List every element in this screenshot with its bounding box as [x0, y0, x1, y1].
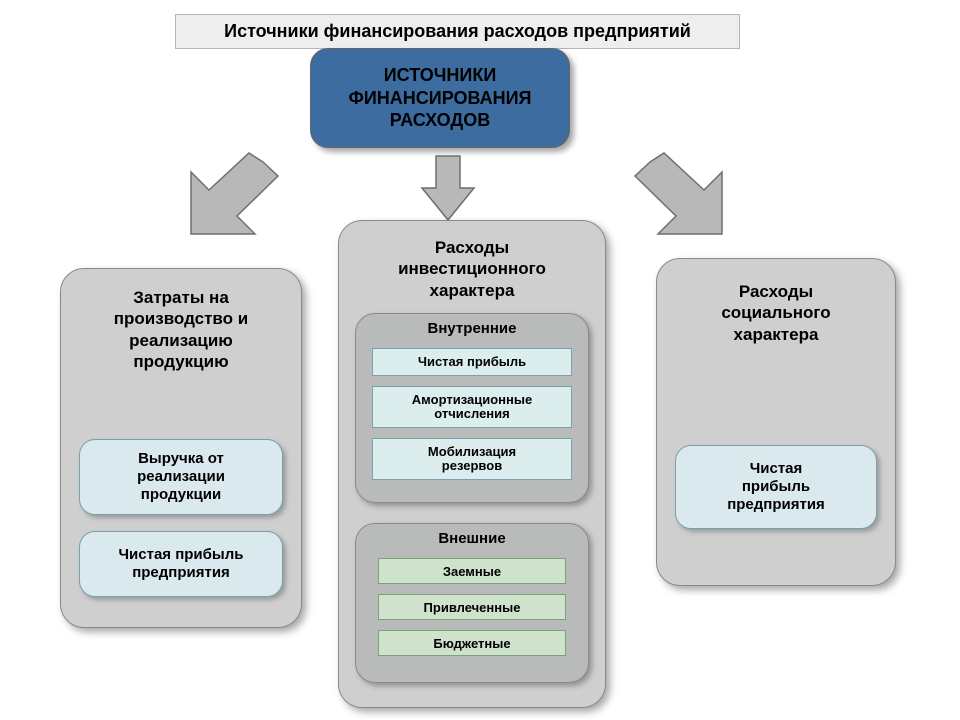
- internal-item-2: Мобилизация резервов: [372, 438, 572, 480]
- center-panel-title: Расходы инвестиционного характера: [349, 237, 595, 301]
- arrow-right-icon: [620, 150, 730, 236]
- external-subpanel: Внешние Заемные Привлеченные Бюджетные: [355, 523, 589, 683]
- page-title: Источники финансирования расходов предпр…: [175, 14, 740, 49]
- internal-title: Внутренние: [356, 314, 588, 341]
- left-item-0: Выручка от реализации продукции: [79, 439, 283, 515]
- internal-item-1: Амортизационные отчисления: [372, 386, 572, 428]
- external-title: Внешние: [356, 524, 588, 551]
- arrow-center-icon: [418, 150, 478, 224]
- root-node: ИСТОЧНИКИ ФИНАНСИРОВАНИЯ РАСХОДОВ: [310, 48, 570, 148]
- external-item-0: Заемные: [378, 558, 566, 584]
- center-panel: Расходы инвестиционного характера Внутре…: [338, 220, 606, 708]
- external-item-1: Привлеченные: [378, 594, 566, 620]
- left-panel: Затраты на производство и реализацию про…: [60, 268, 302, 628]
- external-item-2: Бюджетные: [378, 630, 566, 656]
- left-panel-title: Затраты на производство и реализацию про…: [71, 287, 291, 372]
- right-panel: Расходы социального характера Чистая при…: [656, 258, 896, 586]
- internal-subpanel: Внутренние Чистая прибыль Амортизационны…: [355, 313, 589, 503]
- right-panel-title: Расходы социального характера: [667, 281, 885, 345]
- right-item-0: Чистая прибыль предприятия: [675, 445, 877, 529]
- left-item-1: Чистая прибыль предприятия: [79, 531, 283, 597]
- internal-item-0: Чистая прибыль: [372, 348, 572, 376]
- arrow-left-icon: [178, 150, 288, 236]
